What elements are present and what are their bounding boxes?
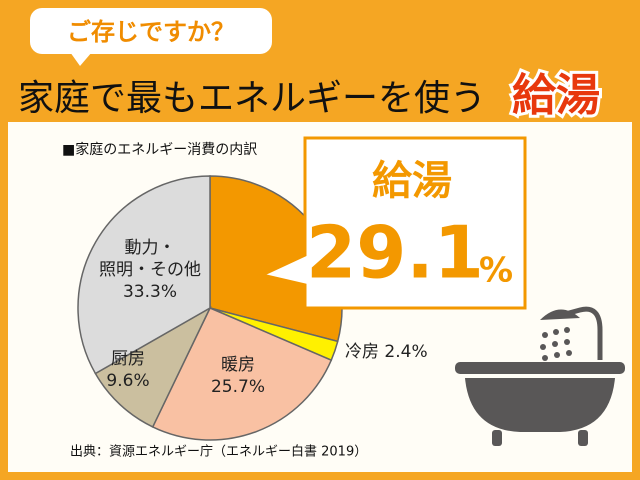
slice-category: 動力・ 照明・その他 xyxy=(99,238,201,280)
slice-unit: % xyxy=(411,342,428,362)
slice-unit: % xyxy=(133,371,150,391)
slice-value: 33.3 xyxy=(122,282,161,302)
callout-box xyxy=(257,136,527,310)
pie-slice xyxy=(77,175,211,375)
slice-category: 暖房 xyxy=(220,355,255,375)
callout-unit: % xyxy=(479,251,513,291)
slice-label: 冷房 2.4% xyxy=(345,341,428,363)
headline-highlight: 給湯 xyxy=(512,70,600,121)
slice-label: 動力・ 照明・その他 33.3% xyxy=(99,237,201,303)
kicker-tail xyxy=(70,52,92,66)
slice-unit: % xyxy=(160,282,177,302)
slice-unit: % xyxy=(248,377,266,397)
slice-label: 暖房 25.7% xyxy=(211,354,265,398)
slice-value: 9.6 xyxy=(106,371,134,391)
source: 出典：資源エネルギー庁（エネルギー白書 2019） xyxy=(70,444,367,460)
slice-label: 厨房 9.6% xyxy=(106,348,149,392)
slice-value: 25.7 xyxy=(210,377,249,397)
kicker: ご存じですか？ xyxy=(67,18,235,46)
slice-value: 2.4 xyxy=(384,342,412,362)
kicker-box xyxy=(30,8,272,54)
headline: 家庭で最もエネルギーを使う xyxy=(18,78,486,119)
slice-category: 冷房 xyxy=(345,342,379,362)
slice-category: 厨房 xyxy=(110,349,145,369)
callout-value: 29.1 xyxy=(306,211,484,295)
bath-icon xyxy=(455,306,625,446)
pie-slice xyxy=(94,306,212,428)
chart-subtitle: ■家庭のエネルギー消費の内訳 xyxy=(62,141,257,158)
pie-slice xyxy=(151,307,333,441)
callout-name: 給湯 xyxy=(372,158,452,204)
